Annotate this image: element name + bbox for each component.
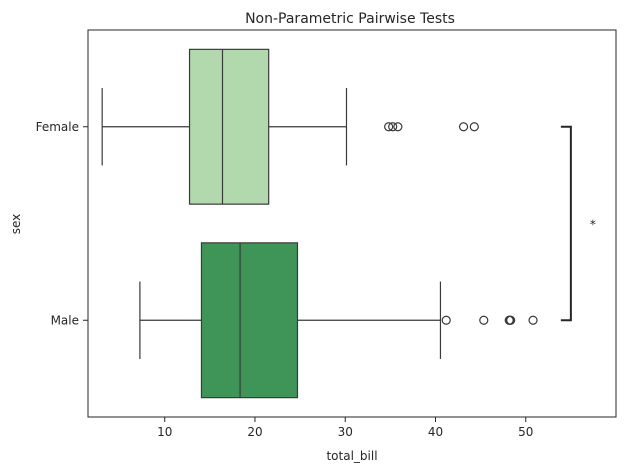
iqr-box bbox=[200, 242, 299, 399]
x-axis: 10 20 30 40 50 bbox=[157, 417, 533, 439]
significance-bracket bbox=[560, 125, 572, 322]
outlier-point bbox=[441, 315, 451, 325]
plot-area-frame bbox=[87, 29, 617, 418]
outlier-point bbox=[458, 122, 469, 132]
x-tick-label: 20 bbox=[247, 425, 262, 439]
outlier-point bbox=[388, 122, 398, 132]
x-tick-label: 40 bbox=[428, 425, 443, 439]
iqr-box bbox=[188, 48, 270, 205]
x-tick-label: 10 bbox=[157, 425, 172, 439]
x-axis-label: total_bill bbox=[326, 449, 377, 463]
box-female bbox=[101, 48, 479, 205]
outlier-point bbox=[384, 122, 394, 132]
box-male bbox=[139, 242, 538, 399]
box-series bbox=[101, 48, 538, 399]
outlier-point bbox=[506, 315, 516, 325]
outlier-point bbox=[469, 122, 479, 132]
x-tick-label: 30 bbox=[338, 425, 353, 439]
y-axis-label: sex bbox=[9, 214, 23, 235]
outlier-point bbox=[393, 122, 403, 132]
chart-title: Non-Parametric Pairwise Tests bbox=[245, 11, 455, 27]
significance-annotation: * bbox=[560, 125, 596, 322]
y-tick-label: Female bbox=[36, 120, 79, 134]
y-axis: Female Male bbox=[36, 120, 88, 327]
x-tick-label: 50 bbox=[518, 425, 533, 439]
outlier-point bbox=[479, 315, 489, 325]
outlier-point bbox=[528, 315, 538, 325]
significance-label: * bbox=[590, 218, 596, 232]
y-tick-label: Male bbox=[51, 313, 79, 327]
